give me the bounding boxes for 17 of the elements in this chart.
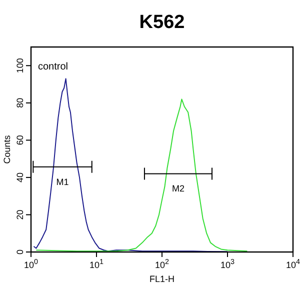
y-tick-label: 20	[15, 210, 25, 220]
y-tick-label: 40	[15, 172, 25, 182]
series-label: M1	[56, 176, 69, 187]
annotation: control	[38, 62, 68, 73]
x-tick-label: 10$^{1}$	[89, 256, 104, 270]
y-tick-label: 60	[15, 135, 25, 146]
x-tick-label: 10$^{0}$	[24, 256, 38, 270]
y-tick-label: 0	[15, 249, 25, 255]
x-tick-label: 10$^{3}$	[220, 256, 235, 270]
y-tick-label: 100	[15, 58, 25, 74]
x-tick-label: 10$^{4}$	[286, 256, 300, 270]
y-axis-title: Counts	[2, 134, 12, 164]
series-label: M2	[172, 184, 184, 194]
y-tick-label: 80	[15, 98, 25, 108]
x-tick-label: 10$^{2}$	[154, 256, 170, 270]
chart-title: K562	[139, 12, 185, 33]
x-axis-title: FL1-H	[149, 274, 175, 284]
